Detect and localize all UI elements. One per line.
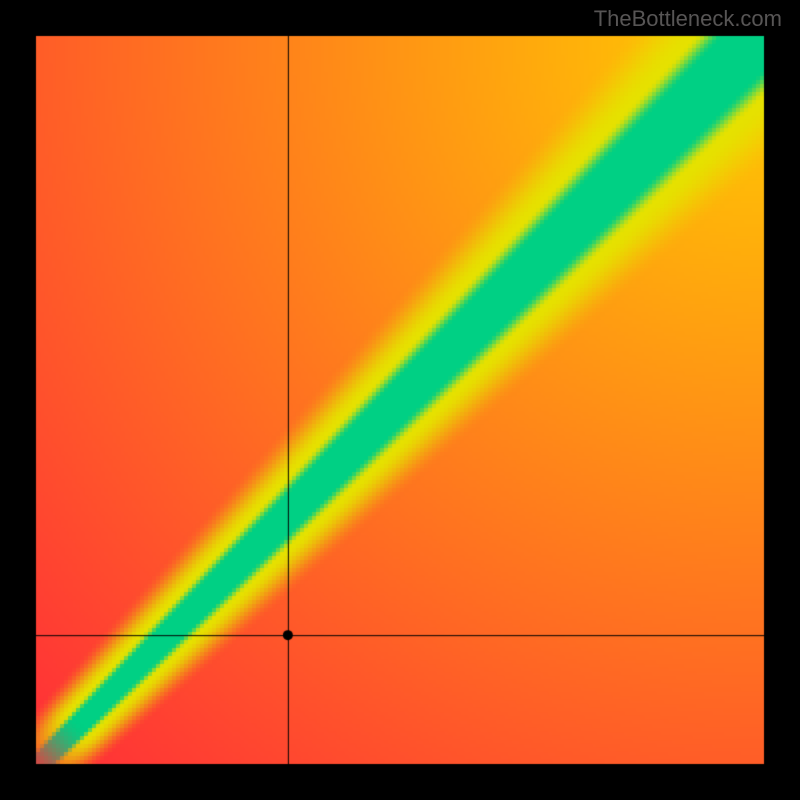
chart-container: TheBottleneck.com	[0, 0, 800, 800]
bottleneck-heatmap-canvas	[0, 0, 800, 800]
watermark-text: TheBottleneck.com	[594, 6, 782, 32]
